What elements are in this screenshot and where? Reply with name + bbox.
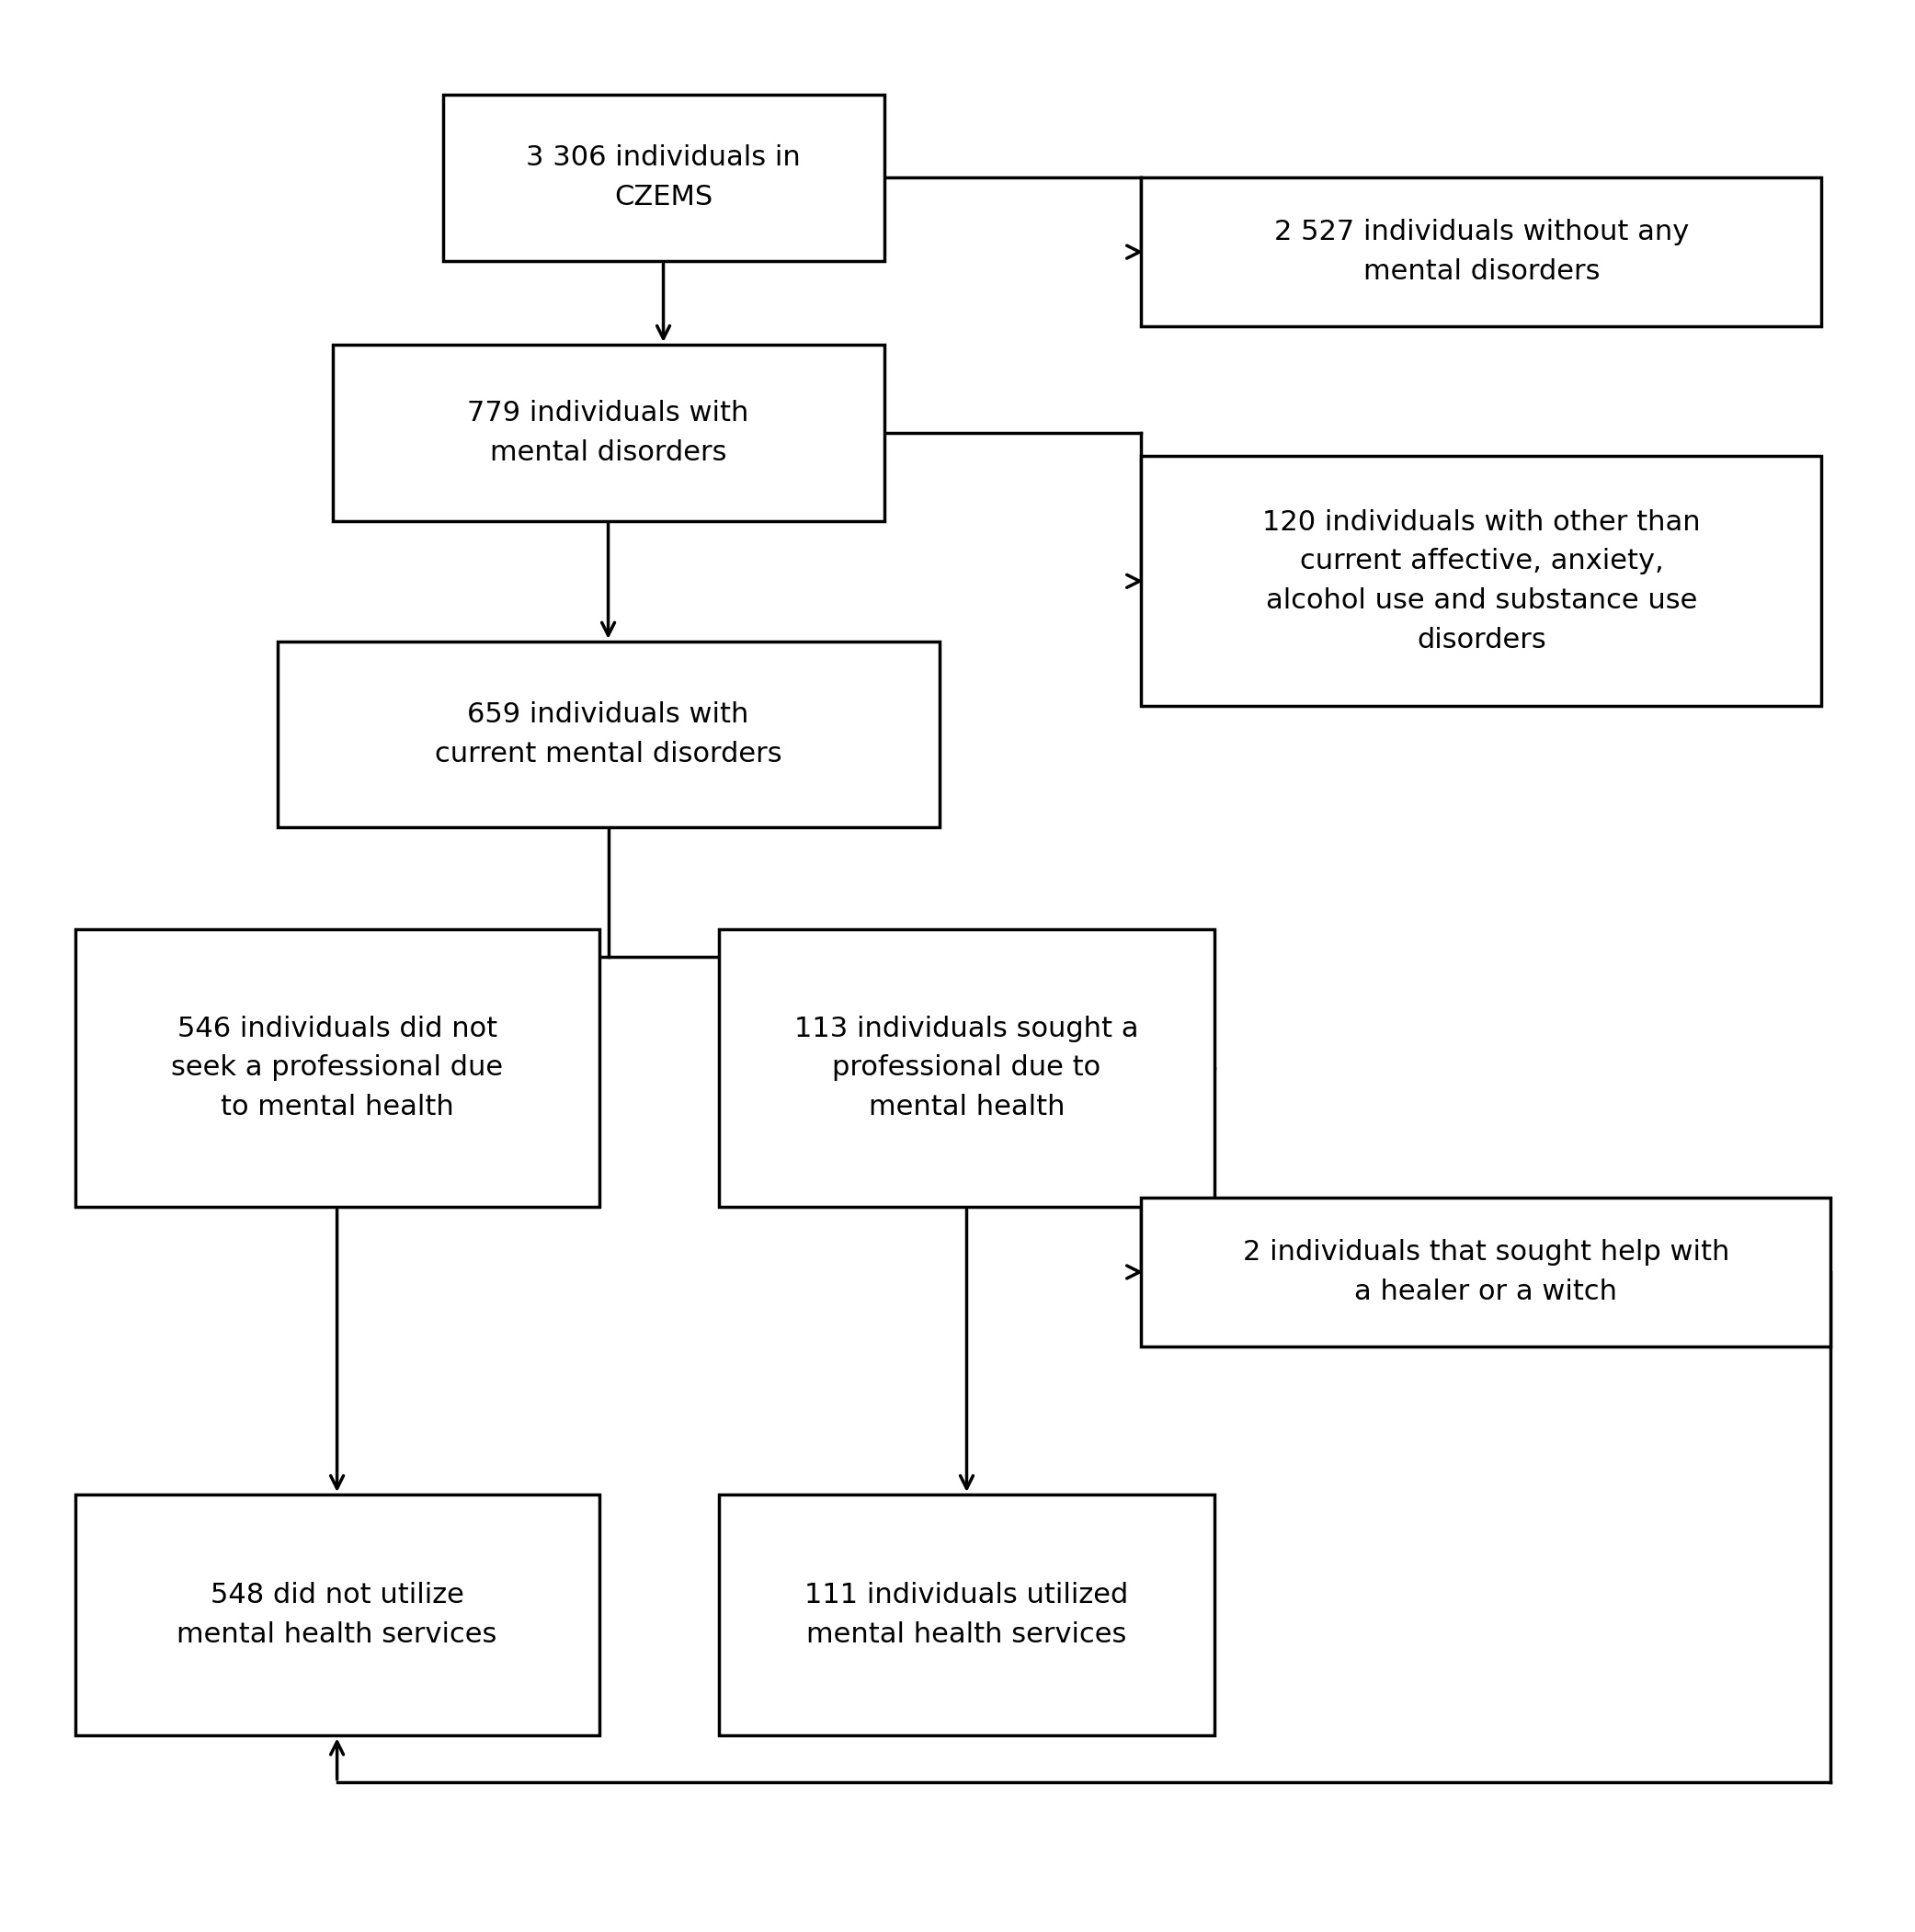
Text: 659 individuals with
current mental disorders: 659 individuals with current mental diso… (435, 701, 781, 767)
FancyBboxPatch shape (1141, 456, 1821, 707)
FancyBboxPatch shape (1141, 1198, 1831, 1347)
Text: 546 individuals did not
seek a professional due
to mental health: 546 individuals did not seek a professio… (170, 1016, 504, 1121)
Text: 120 individuals with other than
current affective, anxiety,
alcohol use and subs: 120 individuals with other than current … (1262, 508, 1701, 653)
FancyBboxPatch shape (718, 1495, 1214, 1735)
FancyBboxPatch shape (718, 929, 1214, 1208)
Text: 111 individuals utilized
mental health services: 111 individuals utilized mental health s… (804, 1582, 1128, 1648)
Text: 3 306 individuals in
CZEMS: 3 306 individuals in CZEMS (527, 145, 800, 211)
FancyBboxPatch shape (278, 641, 938, 827)
Text: 548 did not utilize
mental health services: 548 did not utilize mental health servic… (176, 1582, 498, 1648)
FancyBboxPatch shape (442, 95, 885, 261)
FancyBboxPatch shape (333, 344, 885, 522)
FancyBboxPatch shape (75, 1495, 599, 1735)
Text: 779 individuals with
mental disorders: 779 individuals with mental disorders (467, 400, 749, 466)
FancyBboxPatch shape (1141, 178, 1821, 327)
Text: 113 individuals sought a
professional due to
mental health: 113 individuals sought a professional du… (795, 1016, 1139, 1121)
Text: 2 individuals that sought help with
a healer or a witch: 2 individuals that sought help with a he… (1243, 1238, 1729, 1304)
FancyBboxPatch shape (75, 929, 599, 1208)
Text: 2 527 individuals without any
mental disorders: 2 527 individuals without any mental dis… (1273, 218, 1689, 284)
